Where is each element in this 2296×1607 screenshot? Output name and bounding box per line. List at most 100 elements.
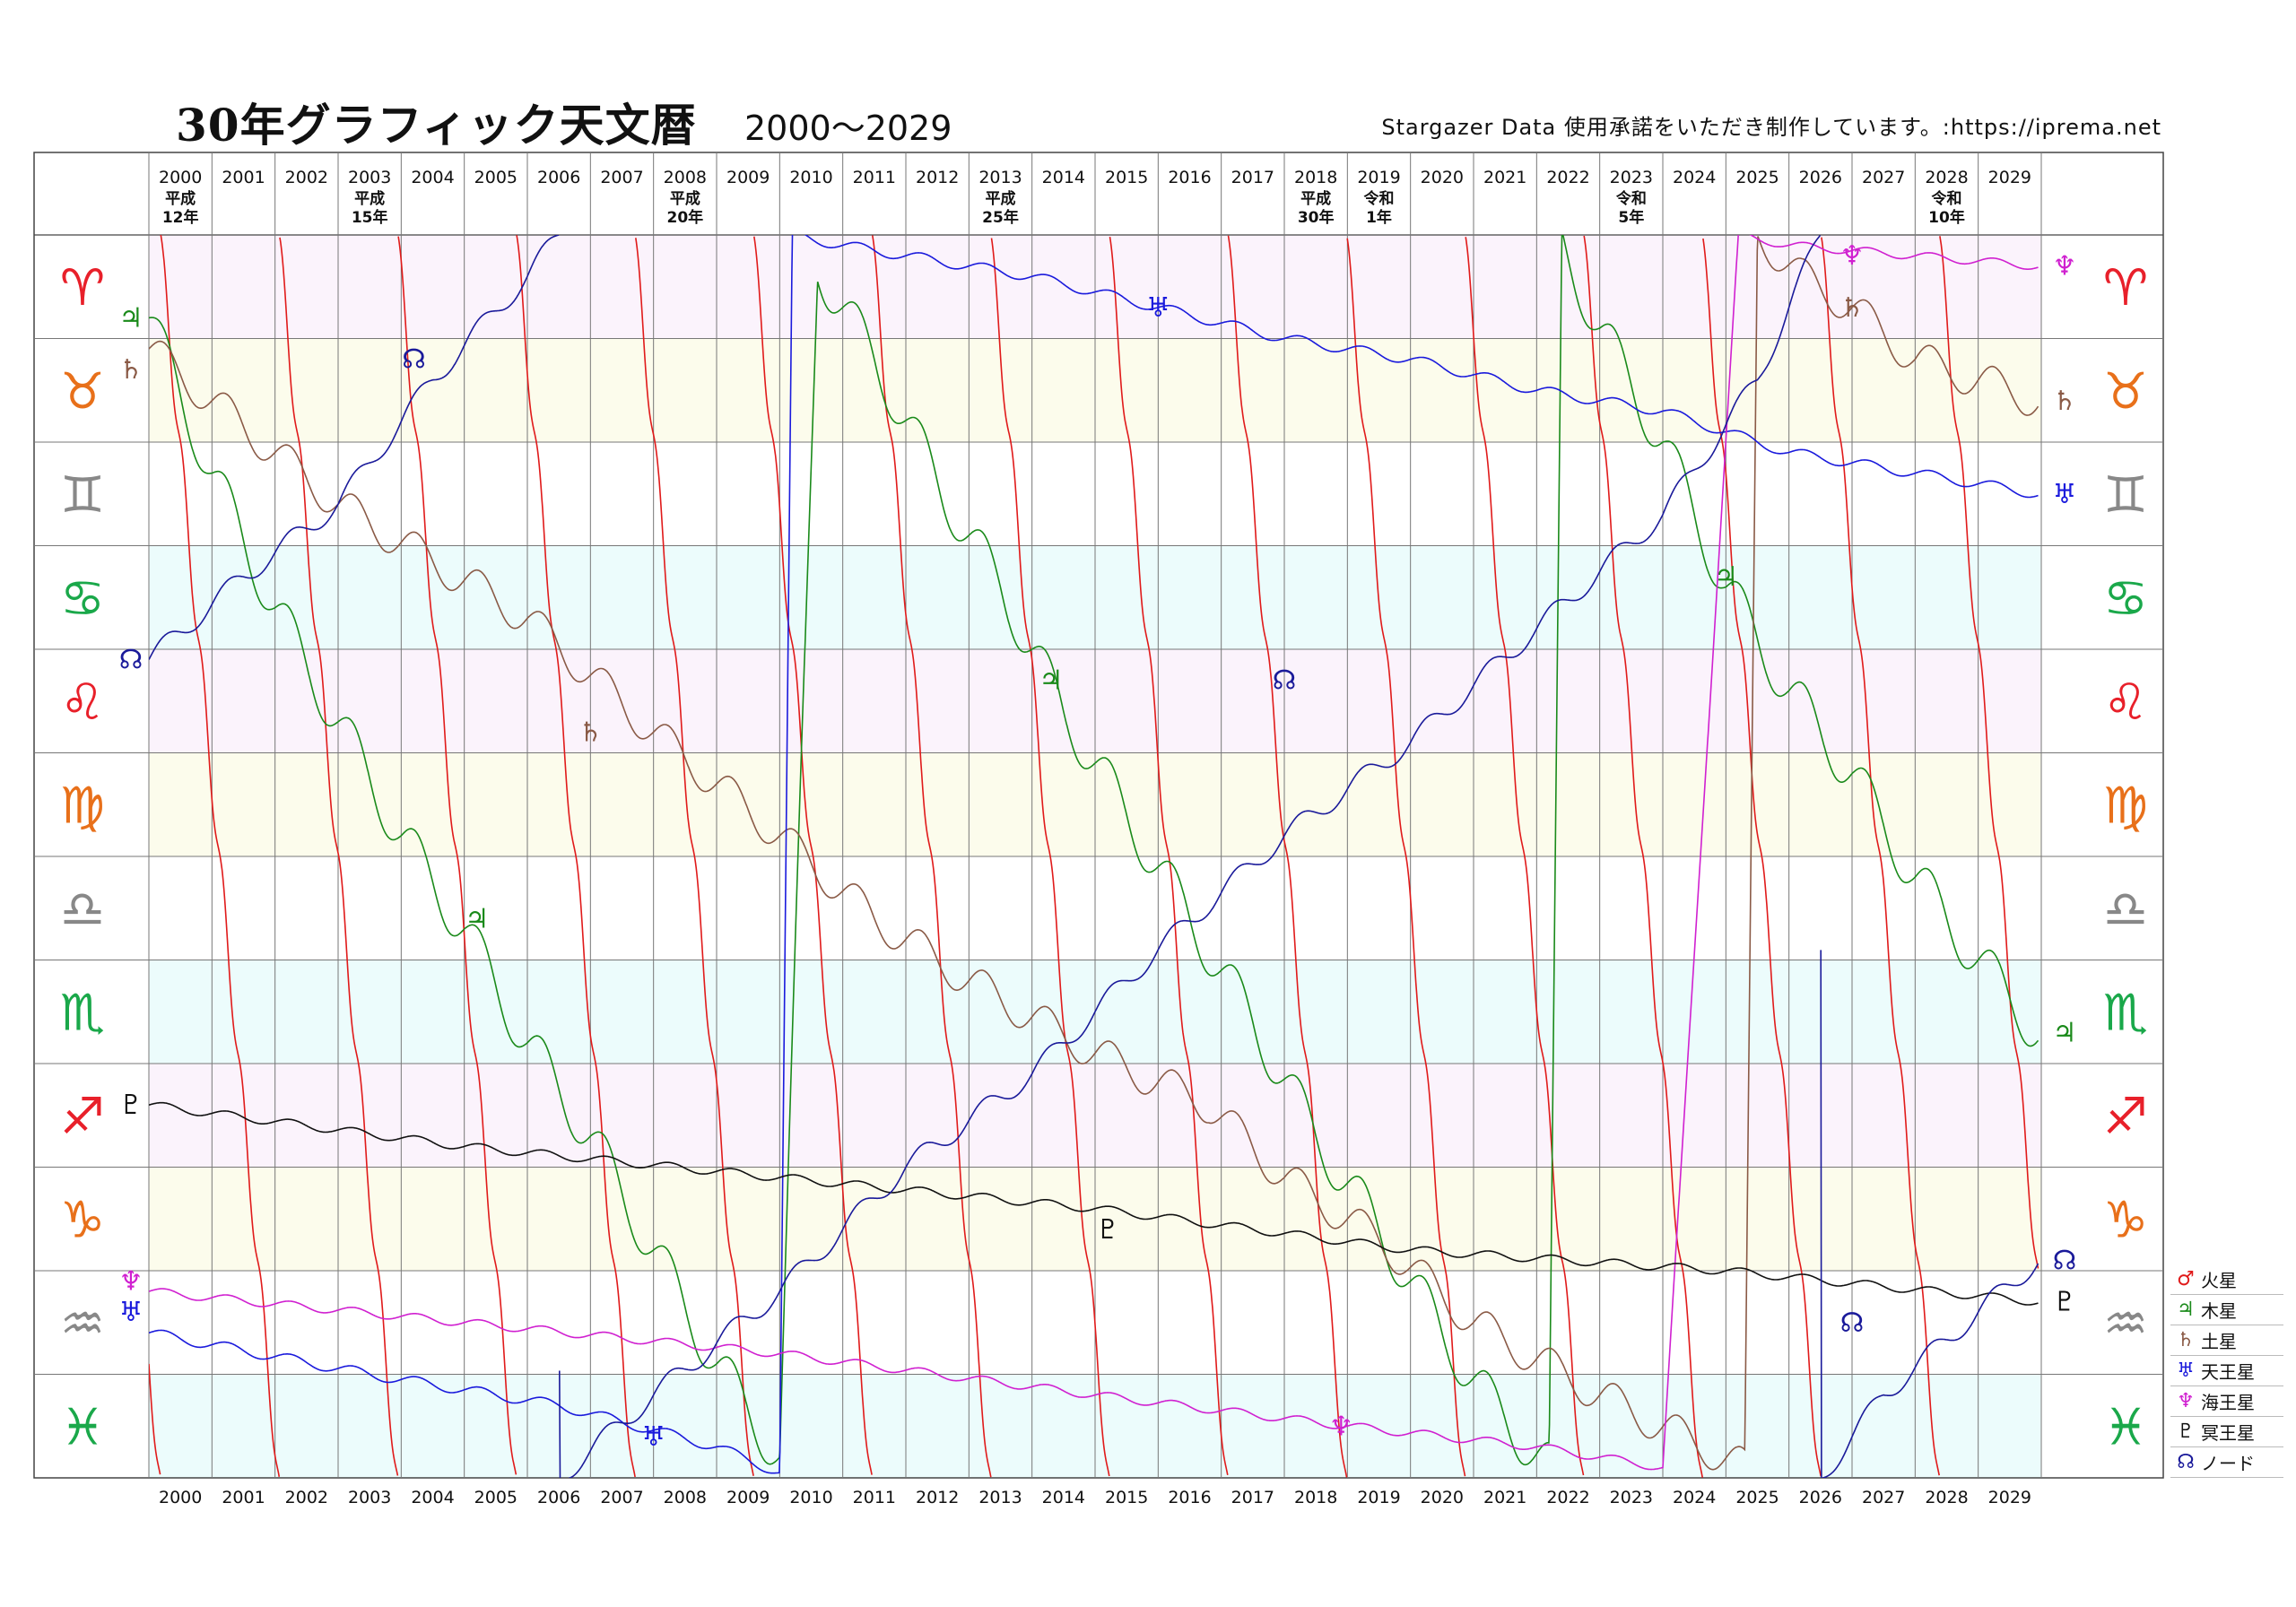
era-label: 10年 [1928, 208, 1965, 227]
series-line-0 [1346, 238, 1466, 1477]
series-line-0 [990, 238, 1110, 1477]
legend-label: 火星 [2201, 1270, 2237, 1291]
zodiac-sign-right: ♐ [2103, 1088, 2148, 1146]
year-tick-label-top: 2013 [978, 168, 1022, 187]
series-symbol-label: ♇ [2053, 1287, 2077, 1318]
legend-label: 土星 [2201, 1331, 2237, 1352]
year-tick-label-bottom: 2003 [348, 1488, 391, 1507]
era-label: 平成 [354, 189, 385, 208]
zodiac-sign-right: ♉ [2103, 362, 2148, 421]
year-tick-label-top: 2011 [853, 168, 896, 187]
year-tick-label-bottom: 2008 [664, 1488, 707, 1507]
zodiac-sign-right: ♓ [2103, 1398, 2148, 1456]
series-line-0 [872, 235, 992, 1478]
series-symbol-label: ♆ [1329, 1411, 1353, 1442]
year-tick-label-bottom: 2006 [537, 1488, 580, 1507]
legend-symbol: ☊ [2177, 1451, 2195, 1473]
era-label: 5年 [1618, 208, 1644, 227]
era-label: 25年 [982, 208, 1019, 227]
era-label: 30年 [1298, 208, 1335, 227]
series-line-5 [149, 1101, 2039, 1306]
year-tick-label-top: 2001 [222, 168, 265, 187]
series-symbol-label: ♄ [2053, 386, 2077, 417]
zodiac-sign-left: ♌ [60, 673, 105, 732]
year-tick-label-bottom: 2027 [1862, 1488, 1905, 1507]
series-line-6 [1820, 950, 2039, 1478]
year-tick-label-top: 2009 [726, 168, 770, 187]
zodiac-sign-left: ♈ [60, 259, 105, 317]
zodiac-sign-right: ♊ [2103, 466, 2148, 525]
year-tick-label-top: 2012 [916, 168, 959, 187]
era-label: 平成 [670, 189, 700, 208]
series-symbol-label: ♄ [578, 717, 603, 748]
series-symbol-label: ♄ [1840, 292, 1865, 324]
series-line-0 [1465, 237, 1585, 1476]
series-symbol-label: ♃ [465, 903, 489, 934]
zodiac-sign-left: ♐ [60, 1088, 105, 1146]
series-symbol-label: ♄ [119, 354, 144, 386]
year-tick-label-bottom: 2017 [1231, 1488, 1274, 1507]
zodiac-sign-left: ♒ [60, 1295, 105, 1353]
series-line-0 [635, 238, 754, 1476]
legend-symbol: ♆ [2177, 1390, 2195, 1412]
series-line-0 [1583, 235, 1703, 1478]
legend-item: ♇ 冥王星 [2170, 1417, 2283, 1447]
page-subtitle: 2000～2029 [744, 109, 952, 148]
year-tick-label-top: 2007 [600, 168, 643, 187]
year-tick-label-top: 2024 [1673, 168, 1716, 187]
series-symbol-label: ♅ [641, 1421, 665, 1453]
series-line-6 [559, 235, 1822, 1478]
year-tick-label-bottom: 2001 [222, 1488, 265, 1507]
series-line-0 [397, 236, 517, 1475]
series-symbol-label: ☊ [1840, 1307, 1865, 1339]
zodiac-sign-right: ♎ [2103, 881, 2148, 939]
legend-symbol: ♇ [2177, 1420, 2195, 1443]
zodiac-sign-left: ♑ [60, 1191, 105, 1249]
year-tick-label-top: 2003 [348, 168, 391, 187]
series-symbol-label: ♅ [1146, 292, 1170, 324]
year-tick-label-top: 2023 [1610, 168, 1653, 187]
series-symbol-label: ☊ [119, 645, 144, 676]
series-line-1 [149, 235, 2039, 1466]
chart-frame [33, 152, 2164, 1479]
zodiac-sign-left: ♊ [60, 466, 105, 525]
era-label: 20年 [666, 208, 703, 227]
year-tick-label-bottom: 2029 [1988, 1488, 2031, 1507]
legend-label: 海王星 [2201, 1392, 2255, 1413]
series-line-4 [149, 235, 2039, 1471]
legend-item: ♂ 火星 [2170, 1264, 2283, 1295]
series-symbol-label: ♃ [119, 302, 144, 334]
zodiac-sign-right: ♈ [2103, 259, 2148, 317]
year-tick-label-bottom: 2021 [1483, 1488, 1526, 1507]
year-tick-label-bottom: 2007 [600, 1488, 643, 1507]
zodiac-sign-left: ♎ [60, 881, 105, 939]
series-symbol-label: ♆ [1840, 240, 1865, 272]
year-tick-label-top: 2006 [537, 168, 580, 187]
series-symbol-label: ♃ [2053, 1017, 2077, 1048]
year-tick-label-top: 2027 [1862, 168, 1905, 187]
series-symbol-label: ♅ [119, 1297, 144, 1328]
year-tick-label-top: 2029 [1988, 168, 2031, 187]
series-line-0 [1109, 236, 1229, 1475]
series-line-0 [1939, 236, 2039, 1269]
year-tick-label-top: 2000 [159, 168, 202, 187]
year-tick-label-top: 2028 [1925, 168, 1968, 187]
series-line-0 [516, 235, 636, 1478]
year-tick-label-top: 2020 [1421, 168, 1464, 187]
credit-text: Stargazer Data 使用承諾をいただき制作しています。:https:/… [1381, 115, 2161, 140]
legend-item: ♃ 木星 [2170, 1295, 2283, 1325]
legend-label: ノード [2201, 1453, 2255, 1474]
legend-symbol: ♅ [2177, 1359, 2195, 1382]
zodiac-sign-right: ♌ [2103, 673, 2148, 732]
legend-item: ♄ 土星 [2170, 1325, 2283, 1356]
year-tick-label-top: 2005 [474, 168, 517, 187]
year-tick-label-top: 2021 [1483, 168, 1526, 187]
year-tick-label-bottom: 2015 [1105, 1488, 1148, 1507]
year-tick-label-bottom: 2019 [1357, 1488, 1400, 1507]
series-line-0 [1702, 238, 1822, 1477]
series-line-0 [279, 237, 399, 1476]
year-tick-label-bottom: 2024 [1673, 1488, 1716, 1507]
era-label: 15年 [352, 208, 388, 227]
legend-label: 冥王星 [2201, 1422, 2255, 1444]
series-line-0 [753, 236, 873, 1475]
